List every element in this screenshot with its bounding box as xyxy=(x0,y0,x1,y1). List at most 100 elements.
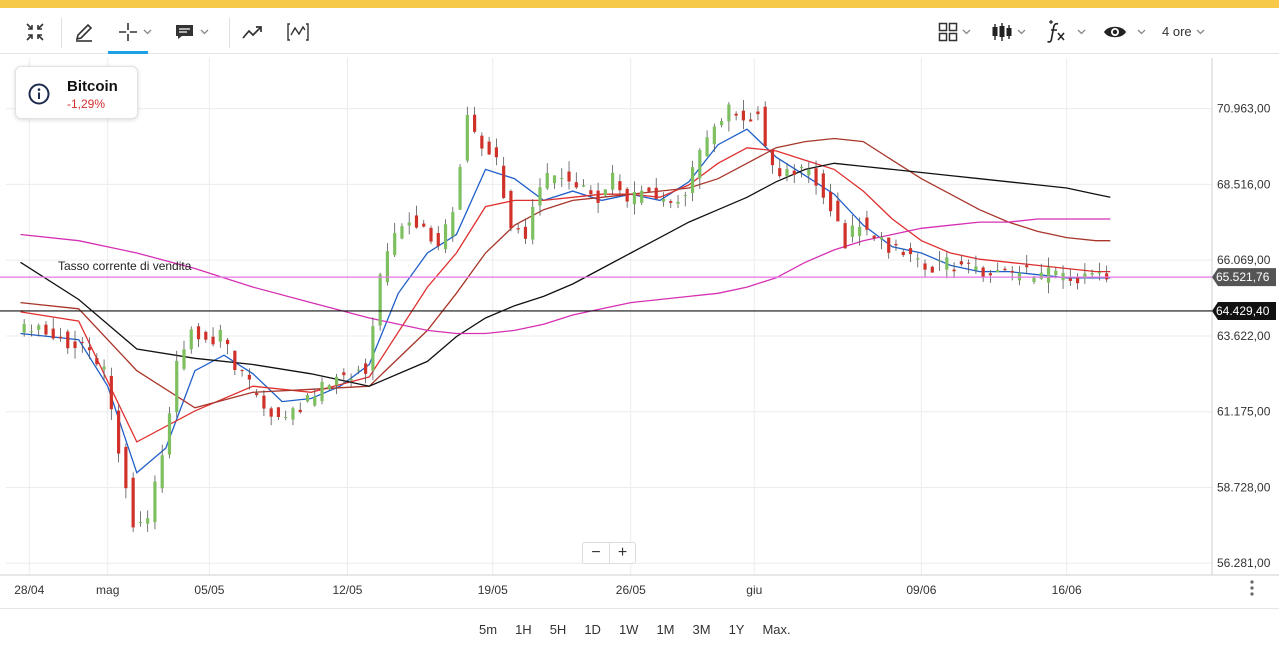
candle-body xyxy=(349,378,353,381)
interval-select[interactable]: 4 ore xyxy=(1162,24,1205,39)
candle-body xyxy=(29,331,34,333)
eye-icon xyxy=(1104,26,1126,38)
candle-body xyxy=(1105,273,1109,280)
period-1d[interactable]: 1D xyxy=(584,622,601,637)
candle-body xyxy=(37,325,41,330)
collapse-button[interactable] xyxy=(24,18,46,46)
candle-body xyxy=(480,135,484,149)
chevron-down-icon xyxy=(1077,29,1086,35)
candle-body xyxy=(371,326,375,371)
candle-body xyxy=(262,395,266,409)
current-rate-tag: 65.521,76 xyxy=(1216,270,1270,284)
y-tick-label: 70.963,00 xyxy=(1217,102,1271,116)
candle-body xyxy=(211,336,215,345)
candle-body xyxy=(320,381,324,402)
candle-body xyxy=(436,233,440,247)
candle-body xyxy=(465,115,469,161)
layout-button[interactable] xyxy=(938,18,971,46)
candle-body xyxy=(80,341,84,343)
x-tick-label: 09/06 xyxy=(906,583,936,597)
candle-body xyxy=(843,223,847,249)
candlestick-icon xyxy=(992,23,1012,41)
period-5m[interactable]: 5m xyxy=(479,622,498,637)
candle-body xyxy=(676,201,680,204)
visibility-button[interactable] xyxy=(1103,18,1146,46)
candle-body xyxy=(807,169,811,176)
toolbar-separator xyxy=(61,18,62,48)
period-1w[interactable]: 1W xyxy=(618,622,639,637)
candle-body xyxy=(509,190,513,229)
crosshair-button[interactable] xyxy=(117,18,152,46)
candle-body xyxy=(131,477,135,528)
trend-button[interactable] xyxy=(241,18,265,46)
candle-body xyxy=(690,167,695,193)
x-tick-label: 28/04 xyxy=(14,583,44,597)
candle-body xyxy=(916,258,920,260)
candle-body xyxy=(22,323,26,333)
candle-body xyxy=(749,119,753,122)
candle-body xyxy=(879,237,884,240)
comment-button[interactable] xyxy=(174,18,209,46)
y-tick-label: 68.516,00 xyxy=(1217,177,1271,191)
candle-body xyxy=(487,141,491,155)
candle-body xyxy=(364,363,368,374)
candle-body xyxy=(923,263,927,270)
candle-body xyxy=(850,225,854,237)
candle-body xyxy=(284,417,288,419)
candle-body xyxy=(153,481,157,523)
more-options-icon[interactable] xyxy=(1248,579,1256,597)
candle-body xyxy=(298,409,302,413)
period-3m[interactable]: 3M xyxy=(692,622,711,637)
candle-body xyxy=(828,191,833,212)
interval-label: 4 ore xyxy=(1162,24,1192,39)
period-5h[interactable]: 5H xyxy=(549,622,567,637)
chevron-down-icon xyxy=(1137,29,1146,35)
candle-body xyxy=(632,191,637,205)
candle-body xyxy=(974,266,978,271)
candle-body xyxy=(785,169,789,177)
y-tick-label: 63.622,00 xyxy=(1217,329,1271,343)
candle-body xyxy=(705,137,709,157)
candle-body xyxy=(821,173,825,198)
functions-button[interactable] xyxy=(1043,18,1086,46)
x-tick-label: mag xyxy=(96,583,119,597)
zoom-out-button[interactable]: − xyxy=(591,544,601,561)
x-tick-label: 05/05 xyxy=(194,583,224,597)
current-rate-annotation: Tasso corrente di vendita xyxy=(58,259,192,273)
candle-body xyxy=(552,175,557,184)
candle-body xyxy=(393,232,397,256)
moving-average-line xyxy=(20,162,1111,387)
period-1h[interactable]: 1H xyxy=(515,622,532,637)
candle-body xyxy=(887,237,891,253)
draw-button[interactable] xyxy=(73,18,95,46)
candle-body xyxy=(654,187,658,199)
chart-type-button[interactable] xyxy=(991,18,1026,46)
period-selector: 5m 1H 5H 1D 1W 1M 3M 1Y Max. xyxy=(470,622,800,637)
candle-body xyxy=(225,339,230,345)
chevron-down-icon xyxy=(143,29,152,35)
candle-body xyxy=(516,228,520,230)
indicator-button[interactable] xyxy=(286,18,310,46)
zoom-in-button[interactable]: + xyxy=(609,543,635,563)
candle-body xyxy=(908,248,913,255)
period-1y[interactable]: 1Y xyxy=(728,622,745,637)
candle-body xyxy=(574,182,578,188)
price-chart[interactable]: 70.963,00 68.516,00 66.069,00 63.622,00 61.1… xyxy=(0,55,1279,608)
candle-body xyxy=(385,251,390,283)
candle-body xyxy=(523,226,528,239)
period-1m[interactable]: 1M xyxy=(656,622,675,637)
candle-body xyxy=(661,198,666,202)
candle-body xyxy=(502,165,506,198)
active-tool-indicator xyxy=(108,51,148,54)
current-rate-tag-bg xyxy=(1212,268,1276,287)
candle-body xyxy=(589,190,593,195)
instrument-info-box[interactable]: Bitcoin -1,29% xyxy=(15,66,138,119)
collapse-icon xyxy=(26,23,44,41)
candle-body xyxy=(255,393,259,396)
candle-body xyxy=(117,410,121,454)
y-tick-label: 56.281,00 xyxy=(1217,556,1271,570)
period-max[interactable]: Max. xyxy=(762,622,791,637)
candle-body xyxy=(458,167,462,210)
candle-body xyxy=(247,374,251,380)
candle-body xyxy=(792,170,796,175)
